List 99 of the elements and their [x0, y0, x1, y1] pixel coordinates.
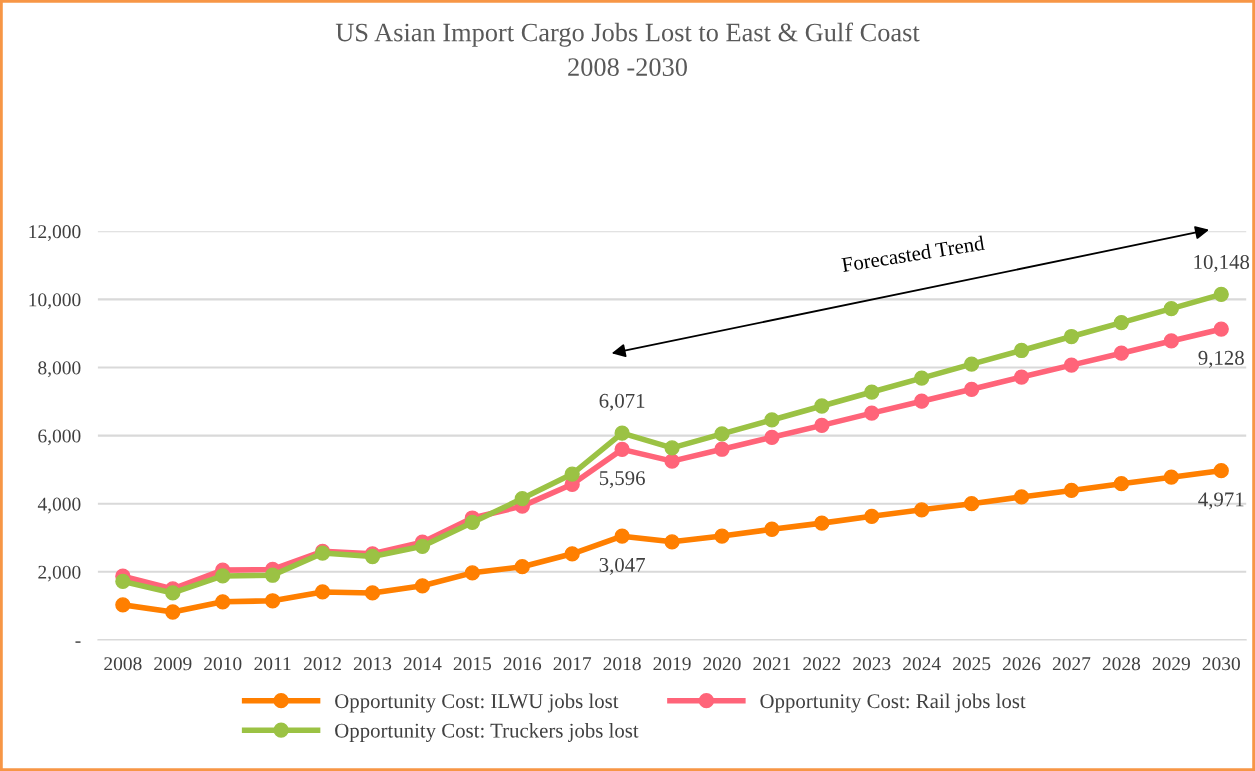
point	[1013, 489, 1030, 505]
data-label: 5,596	[599, 471, 645, 489]
point	[264, 567, 281, 583]
point	[814, 398, 830, 414]
x-tick-label: 2015	[453, 657, 492, 671]
x-tick-label: 2016	[503, 657, 542, 671]
point	[1063, 357, 1080, 373]
point	[364, 585, 381, 601]
x-tick-label: 2009	[154, 657, 192, 671]
point	[115, 573, 131, 589]
x-tick-label: 2026	[1002, 657, 1041, 671]
legend-label: Opportunity Cost: ILWU jobs lost	[335, 693, 619, 713]
point	[764, 521, 780, 537]
point	[914, 502, 930, 518]
point	[115, 597, 131, 613]
point	[714, 528, 730, 544]
x-tick-label: 2021	[753, 657, 791, 671]
x-tick-label: 2025	[953, 657, 991, 671]
y-tick-label: 12,000	[29, 225, 81, 242]
point	[1213, 321, 1229, 337]
point	[814, 515, 830, 531]
x-tick-label: 2020	[703, 657, 741, 671]
data-label: 4,971	[1198, 492, 1244, 510]
point	[1163, 300, 1179, 317]
point	[864, 508, 880, 524]
y-tick-label: 4,000	[37, 497, 81, 514]
data-label: 3,047	[599, 557, 645, 575]
x-tick-label: 2014	[403, 657, 442, 671]
point	[864, 384, 880, 400]
chart-title: US Asian Import Cargo Jobs Lost to East & Gulf Coast	[335, 22, 920, 47]
y-tick-label: 10,000	[29, 293, 81, 310]
point	[514, 559, 530, 575]
point	[1063, 482, 1080, 499]
point	[414, 538, 431, 554]
x-tick-label: 2027	[1052, 657, 1091, 671]
data-label: 10,148	[1194, 254, 1250, 273]
point	[814, 417, 830, 434]
x-tick-label: 2024	[903, 657, 941, 671]
point	[464, 514, 480, 531]
point	[464, 565, 480, 581]
point	[614, 528, 630, 544]
point	[914, 393, 930, 409]
point	[764, 412, 780, 428]
x-tick-label: 2030	[1202, 657, 1240, 671]
point	[1113, 475, 1130, 492]
y-tick-label: 6,000	[38, 429, 81, 446]
y-tick-label: 8,000	[38, 361, 81, 378]
point	[1063, 328, 1080, 345]
point	[314, 584, 331, 600]
x-tick-label: 2028	[1102, 657, 1141, 671]
point	[664, 453, 680, 469]
legend-label: Opportunity Cost: Rail jobs lost	[760, 693, 1026, 713]
data-label: 6,071	[599, 393, 645, 411]
legend-label: Opportunity Cost: Truckers jobs lost	[335, 723, 639, 742]
x-tick-label: 2011	[254, 657, 291, 671]
point	[564, 466, 580, 482]
point	[664, 534, 680, 550]
x-tick-label: 2017	[553, 657, 592, 671]
point	[963, 381, 980, 397]
point	[1013, 369, 1030, 385]
x-tick-label: 2023	[853, 657, 891, 671]
point	[764, 429, 780, 445]
point	[564, 546, 580, 562]
x-tick-label: 2018	[603, 657, 641, 671]
point	[165, 585, 181, 601]
point	[714, 426, 730, 442]
x-tick-label: 2012	[303, 657, 341, 671]
point	[1163, 333, 1179, 349]
y-tick-label: 2,000	[38, 565, 81, 582]
point	[614, 441, 630, 458]
annotation: Forecasted Trend	[841, 235, 985, 273]
point	[664, 440, 680, 456]
x-tick-label: 2008	[104, 657, 142, 671]
x-tick-label: 2013	[353, 657, 392, 671]
point	[1213, 286, 1229, 303]
point	[414, 578, 431, 594]
point	[1113, 345, 1130, 361]
point	[914, 370, 930, 386]
point	[215, 568, 231, 584]
point	[165, 604, 181, 620]
point	[864, 405, 880, 421]
x-tick-label: 2019	[653, 657, 691, 671]
y-tick-label: -	[75, 641, 81, 643]
point	[1113, 314, 1130, 331]
chart-subtitle: 2008 -2030	[568, 58, 687, 76]
point	[614, 425, 630, 441]
point	[963, 356, 980, 372]
point	[714, 441, 730, 457]
data-label: 9,128	[1198, 350, 1244, 368]
point	[1013, 342, 1030, 359]
x-tick-label: 2029	[1152, 657, 1190, 671]
point	[264, 593, 281, 609]
point	[514, 490, 530, 507]
x-tick-label: 2022	[803, 657, 841, 671]
point	[963, 496, 980, 512]
point	[1213, 463, 1229, 479]
point	[215, 594, 231, 610]
point	[1163, 469, 1179, 485]
x-tick-label: 2010	[204, 657, 242, 671]
